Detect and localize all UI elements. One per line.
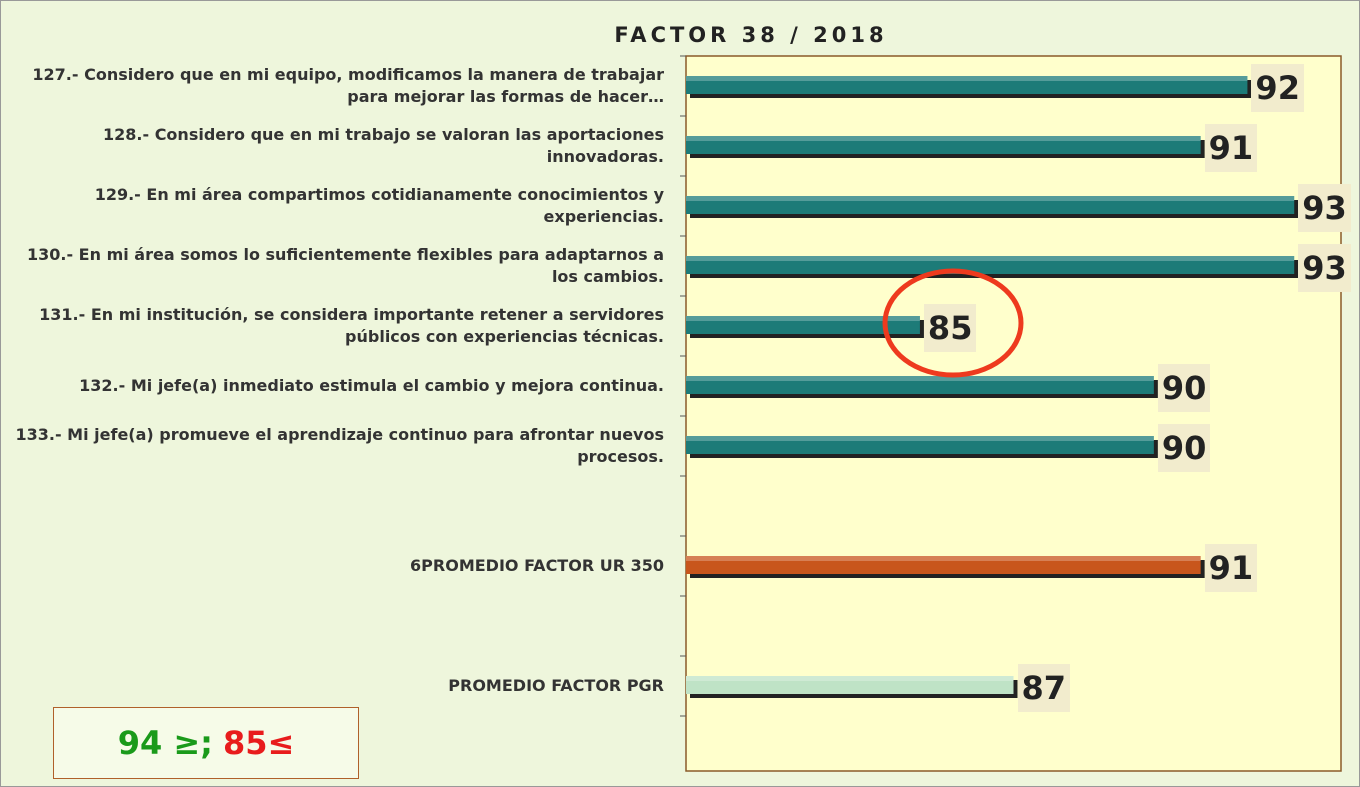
value-label: 90 xyxy=(1157,364,1211,412)
value-label: 92 xyxy=(1251,64,1304,112)
y-tick-label: PROMEDIO FACTOR PGR xyxy=(448,676,664,695)
y-tick-label: 132.- Mi jefe(a) inmediato estimula el c… xyxy=(79,376,664,395)
bar xyxy=(686,316,920,334)
y-tick-label: 133.- Mi jefe(a) promueve el aprendizaje… xyxy=(15,425,664,466)
bar xyxy=(686,76,1248,94)
bar xyxy=(686,376,1154,394)
y-tick-label: 6PROMEDIO FACTOR UR 350 xyxy=(410,556,664,575)
bar xyxy=(686,556,1201,574)
bar-highlight xyxy=(686,436,1154,441)
y-tick-label: 130.- En mi área somos lo suficientement… xyxy=(26,245,664,286)
y-tick-label: 131.- En mi institución, se considera im… xyxy=(39,305,664,346)
bar xyxy=(686,436,1154,454)
bar-highlight xyxy=(686,196,1295,201)
threshold-note: 94 ≥; 85≤ xyxy=(53,707,359,779)
value-label: 85 xyxy=(923,304,977,352)
note-high: 94 ≥; xyxy=(117,724,213,762)
y-tick-label: 129.- En mi área compartimos cotidianame… xyxy=(94,185,664,226)
bar-highlight xyxy=(686,376,1154,381)
bar xyxy=(686,136,1201,154)
plot-area xyxy=(685,55,1342,772)
value-label: 87 xyxy=(1017,664,1071,712)
value-label: 93 xyxy=(1298,184,1351,232)
bar-highlight xyxy=(686,256,1295,261)
value-label: 93 xyxy=(1298,244,1351,292)
y-tick-label: 128.- Considero que en mi trabajo se val… xyxy=(103,125,664,166)
bar-highlight xyxy=(686,556,1201,561)
highlight-circle xyxy=(882,268,1024,378)
y-tick-label: 127.- Considero que en mi equipo, modifi… xyxy=(32,65,664,106)
bar-highlight xyxy=(686,316,920,321)
value-label: 90 xyxy=(1157,424,1211,472)
bar xyxy=(686,196,1295,214)
bar-highlight xyxy=(686,76,1248,81)
bar xyxy=(686,676,1014,694)
value-label: 91 xyxy=(1204,124,1258,172)
chart-title: FACTOR 38 / 2018 xyxy=(614,23,888,47)
bar-highlight xyxy=(686,136,1201,141)
bar xyxy=(686,256,1295,274)
note-low: 85≤ xyxy=(222,724,295,762)
bar-highlight xyxy=(686,676,1014,681)
value-label: 91 xyxy=(1204,544,1258,592)
